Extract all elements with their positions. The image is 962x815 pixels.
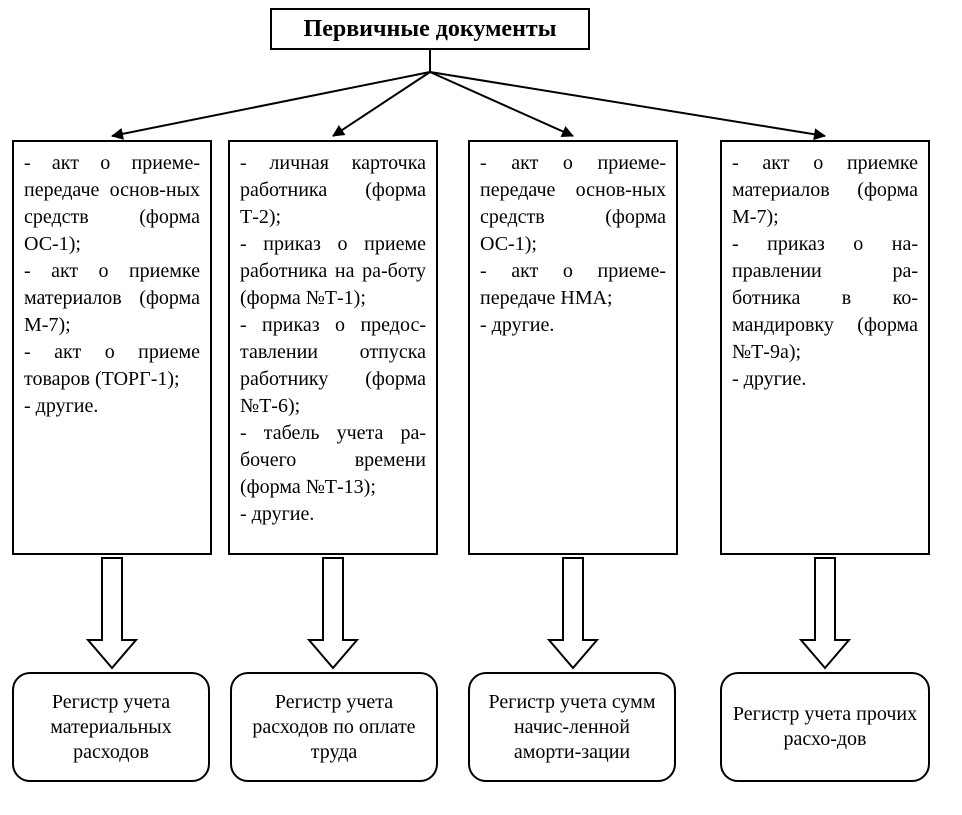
register-box-1: Регистр учета материальных расходов: [12, 672, 210, 782]
doc-line: - приказ о на-правлении ра-ботника в ко-…: [732, 231, 918, 366]
arrow-title-to-doc-2: [333, 72, 430, 136]
doc-box-1: - акт о приеме-передаче основ-ных средст…: [12, 140, 212, 555]
register-box-3: Регистр учета сумм начис-ленной аморти-з…: [468, 672, 676, 782]
arrow-title-to-doc-4: [430, 72, 825, 136]
doc-line: - приказ о предос-тавлении отпуска работ…: [240, 312, 426, 420]
doc-line: - табель учета ра-бочего времени (форма …: [240, 420, 426, 501]
doc-line: - акт о приеме товаров (ТОРГ-1);: [24, 339, 200, 393]
doc-line: - другие.: [732, 366, 918, 393]
arrow-title-to-doc-1: [112, 72, 430, 136]
doc-line: - акт о приеме-передаче основ-ных средст…: [480, 150, 666, 258]
doc-line: - акт о приемке материалов (форма М-7);: [24, 258, 200, 339]
doc-line: - личная карточка работника (форма Т-2);: [240, 150, 426, 231]
title-box: Первичные документы: [270, 8, 590, 50]
doc-line: - акт о приемке материалов (форма М-7);: [732, 150, 918, 231]
arrow-title-to-doc-3: [430, 72, 573, 136]
diagram-stage: Первичные документы - акт о приеме-переда…: [0, 0, 962, 815]
register-box-4: Регистр учета прочих расхо-дов: [720, 672, 930, 782]
block-arrow-1: [88, 558, 136, 668]
register-label: Регистр учета прочих расхо-дов: [730, 702, 920, 752]
register-label: Регистр учета материальных расходов: [22, 690, 200, 765]
block-arrow-3: [549, 558, 597, 668]
block-arrow-2: [309, 558, 357, 668]
block-arrow-4: [801, 558, 849, 668]
doc-box-2: - личная карточка работника (форма Т-2);…: [228, 140, 438, 555]
register-box-2: Регистр учета расходов по оплате труда: [230, 672, 438, 782]
doc-line: - другие.: [24, 393, 200, 420]
register-label: Регистр учета сумм начис-ленной аморти-з…: [478, 690, 666, 765]
doc-line: - акт о приеме-передаче НМА;: [480, 258, 666, 312]
doc-line: - другие.: [480, 312, 666, 339]
doc-line: - другие.: [240, 501, 426, 528]
doc-box-3: - акт о приеме-передаче основ-ных средст…: [468, 140, 678, 555]
doc-line: - акт о приеме-передаче основ-ных средст…: [24, 150, 200, 258]
doc-line: - приказ о приеме работника на ра-боту (…: [240, 231, 426, 312]
title-text: Первичные документы: [304, 16, 557, 43]
doc-box-4: - акт о приемке материалов (форма М-7);-…: [720, 140, 930, 555]
register-label: Регистр учета расходов по оплате труда: [240, 690, 428, 765]
